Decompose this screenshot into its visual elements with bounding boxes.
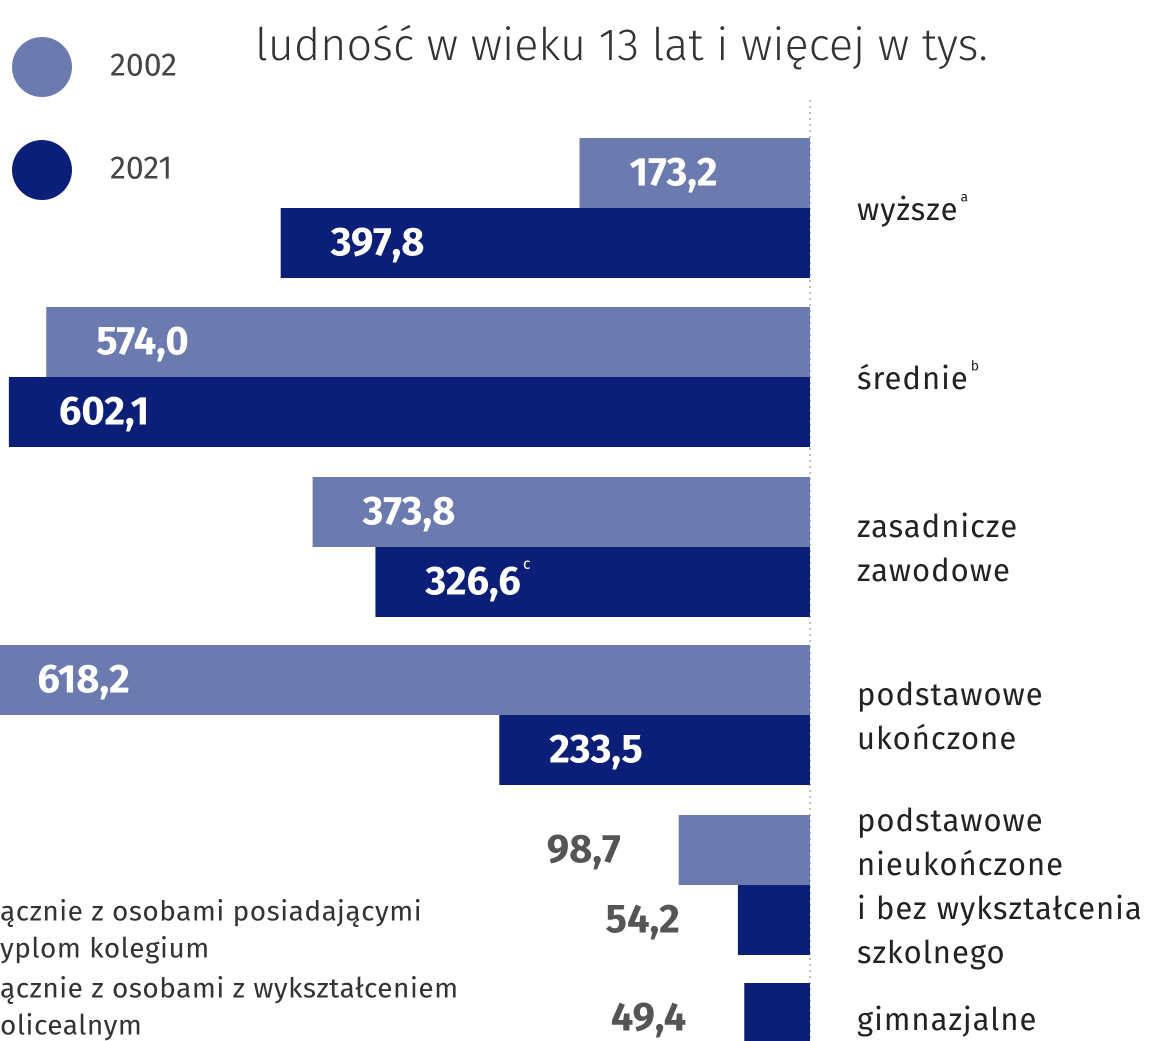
bar bbox=[46, 307, 811, 377]
footnote: ącznie z osobami posiadającymi bbox=[0, 895, 422, 928]
legend-label: 2002 bbox=[110, 46, 177, 84]
category-label: szkolnego bbox=[857, 935, 1006, 972]
footnote: ącznie z osobami z wykształceniem bbox=[0, 972, 459, 1005]
bar bbox=[678, 815, 810, 885]
value-label: 54,2 bbox=[606, 896, 680, 944]
bar bbox=[312, 477, 810, 547]
category-label: zasadnicze bbox=[857, 509, 1018, 546]
legend-swatch bbox=[12, 140, 72, 200]
value-label: 326,6 bbox=[424, 558, 520, 606]
value-label: 173,2 bbox=[630, 149, 718, 197]
category-label: nieukończone bbox=[857, 847, 1064, 884]
category-note: a bbox=[961, 189, 969, 206]
bar bbox=[0, 645, 811, 715]
category-label: średnie bbox=[857, 361, 969, 398]
value-label: 618,2 bbox=[37, 656, 129, 704]
category-label: ukończone bbox=[857, 721, 1017, 758]
value-label: 397,8 bbox=[330, 219, 425, 267]
category-label: zawodowe bbox=[857, 553, 1011, 590]
value-label: 233,5 bbox=[549, 726, 643, 774]
value-label: 49,4 bbox=[611, 994, 687, 1041]
category-label: podstawowe bbox=[857, 677, 1044, 714]
category-label: i bez wykształcenia bbox=[857, 891, 1143, 928]
value-note: c bbox=[523, 555, 531, 574]
value-label: 602,1 bbox=[59, 388, 149, 436]
bar bbox=[744, 983, 810, 1041]
legend-swatch bbox=[12, 37, 72, 97]
bar bbox=[280, 208, 810, 278]
bar bbox=[499, 715, 810, 785]
bar bbox=[737, 885, 810, 955]
category-label: gimnazjalne bbox=[857, 1002, 1037, 1039]
bar bbox=[579, 138, 810, 208]
legend-label: 2021 bbox=[110, 149, 172, 187]
footnote: yplom kolegium bbox=[0, 932, 210, 965]
footnote: olicealnym bbox=[0, 1009, 142, 1041]
bar bbox=[8, 377, 810, 447]
value-label: 373,8 bbox=[362, 488, 456, 536]
category-label: podstawowe bbox=[857, 803, 1044, 840]
category-label: wyższe bbox=[857, 192, 959, 229]
value-label: 98,7 bbox=[547, 826, 621, 874]
value-label: 574,0 bbox=[96, 318, 188, 366]
bar bbox=[375, 547, 810, 617]
chart-title: ludność w wieku 13 lat i więcej w tys. bbox=[255, 18, 988, 72]
category-note: b bbox=[971, 358, 979, 375]
